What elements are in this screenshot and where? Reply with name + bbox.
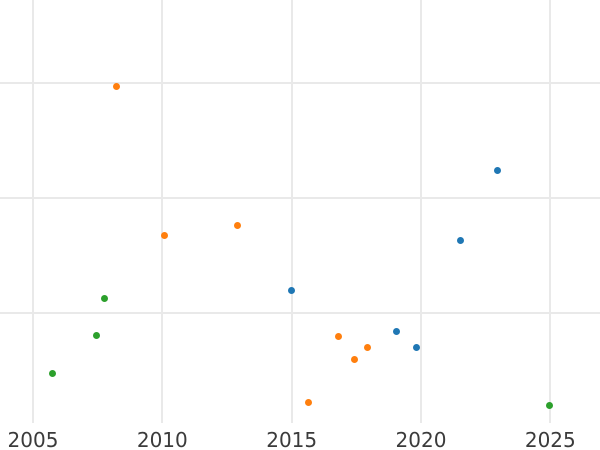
vertical-gridline (420, 0, 422, 423)
vertical-gridline (32, 0, 34, 423)
data-point-blue (493, 166, 501, 174)
data-point-orange (304, 398, 312, 406)
data-point-orange (160, 231, 168, 239)
vertical-gridline (290, 0, 293, 423)
data-point-orange (233, 221, 241, 229)
horizontal-gridline (0, 311, 600, 314)
data-point-green (545, 401, 553, 409)
data-point-green (48, 369, 56, 377)
x-tick-label: 2005 (7, 428, 59, 450)
data-point-blue (456, 236, 464, 244)
data-point-orange (363, 343, 371, 351)
horizontal-gridline (0, 196, 600, 199)
vertical-gridline (161, 0, 164, 423)
data-point-blue (392, 327, 400, 335)
data-point-orange (350, 355, 358, 363)
data-point-orange (334, 332, 342, 340)
data-point-green (92, 331, 100, 339)
horizontal-gridline (0, 81, 600, 84)
x-tick-label: 2015 (266, 428, 318, 450)
data-point-blue (412, 343, 420, 351)
x-tick-label: 2020 (395, 428, 447, 450)
x-tick-label: 2025 (524, 428, 576, 450)
data-point-green (100, 294, 108, 302)
x-tick-label: 2010 (136, 428, 188, 450)
data-point-blue (287, 286, 295, 294)
vertical-gridline (549, 0, 552, 423)
data-point-orange (112, 82, 120, 90)
